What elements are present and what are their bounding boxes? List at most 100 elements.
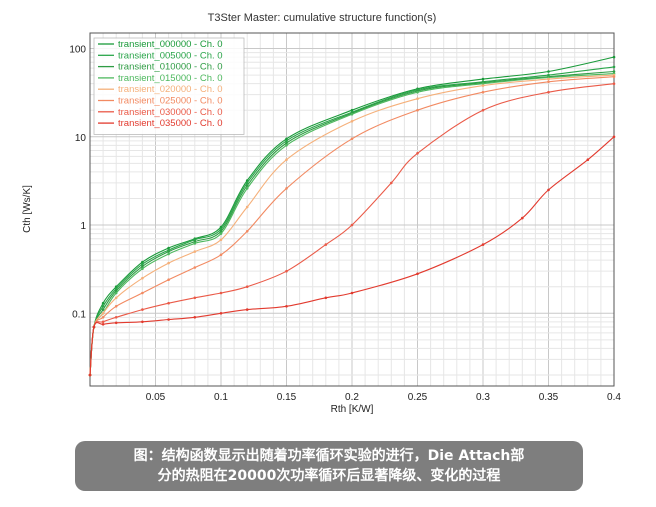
legend-entry: transient_035000 - Ch. 0 <box>118 118 223 129</box>
series-6-point <box>101 316 105 319</box>
legend-entry: transient_005000 - Ch. 0 <box>118 50 223 61</box>
series-line-2 <box>89 66 615 376</box>
series-5-point <box>481 84 485 87</box>
series-4-point <box>219 232 223 235</box>
series-5-point <box>114 296 118 300</box>
series-3-point <box>167 250 170 253</box>
series-7-point <box>285 269 288 273</box>
legend-entry: transient_025000 - Ch. 0 <box>118 96 223 107</box>
series-5-point <box>245 205 249 209</box>
series-5-point <box>167 261 170 265</box>
series-line-4 <box>89 73 615 376</box>
x-tick-label: 0.3 <box>476 392 490 403</box>
series-7-point <box>245 285 249 289</box>
series-5-point <box>285 158 288 161</box>
series-6-point <box>481 90 485 94</box>
x-tick-label: 0.05 <box>146 392 166 403</box>
series-6-point <box>285 187 288 190</box>
plot-area-frame <box>89 32 615 387</box>
series-1-point <box>612 55 616 59</box>
series-6-point <box>167 278 170 282</box>
series-1-point <box>547 70 550 73</box>
series-8-point <box>88 373 92 377</box>
series-8-point <box>416 272 419 276</box>
series-line-5 <box>89 74 615 376</box>
series-8-point <box>245 308 249 311</box>
series-8-point <box>141 320 144 324</box>
x-axis-label: Rth [K/W] <box>331 404 374 415</box>
series-7-point <box>324 243 328 246</box>
series-4-point <box>167 252 170 256</box>
series-3-point <box>193 240 197 243</box>
series-6-point <box>416 108 419 112</box>
series-8-point <box>521 216 524 220</box>
y-tick-label: 1 <box>80 221 86 232</box>
series-4-point <box>114 291 118 295</box>
series-8-point <box>586 158 590 161</box>
series-3-point <box>101 308 105 311</box>
series-8-point <box>167 318 170 321</box>
series-3-point <box>141 265 144 268</box>
series-8-point <box>547 188 550 192</box>
y-axis-label: Cth [Ws/K] <box>22 185 33 233</box>
series-1-point <box>167 246 170 250</box>
legend-entry: transient_010000 - Ch. 0 <box>118 62 223 73</box>
series-5-point <box>219 238 223 242</box>
series-2-point <box>141 262 144 266</box>
series-2-point <box>285 139 288 143</box>
series-7-point <box>114 316 118 319</box>
series-line-7 <box>89 83 615 376</box>
x-tick-label: 0.25 <box>408 392 428 403</box>
series-6-point <box>141 291 144 295</box>
series-4-point <box>481 82 485 85</box>
series-6-point <box>193 266 197 269</box>
series-7-point <box>481 108 485 112</box>
series-4-point <box>245 187 249 190</box>
series-8-point <box>350 291 354 295</box>
series-6-point <box>350 137 354 141</box>
series-7-point <box>141 308 144 311</box>
series-2-point <box>193 238 197 242</box>
series-8-point <box>285 305 288 308</box>
series-3-point <box>612 70 616 73</box>
series-4-point <box>350 113 354 116</box>
series-7-point <box>193 296 197 300</box>
caption-line-2: 分的热阻在20000次功率循环后显著降级、变化的过程 <box>157 468 501 484</box>
series-5-point <box>101 312 105 315</box>
series-7-point <box>219 291 223 295</box>
series-2-point <box>612 65 616 69</box>
chart-plot: T3Ster Master: cumulative structure func… <box>22 12 621 415</box>
series-1-point <box>285 137 288 141</box>
series-3-point <box>219 230 223 233</box>
series-7-point <box>390 181 393 185</box>
x-tick-label: 0.35 <box>539 392 559 403</box>
series-6-point <box>612 75 616 78</box>
series-5-point <box>193 250 197 253</box>
chart-figure: T3Ster Master: cumulative structure func… <box>22 12 621 415</box>
series-4-point <box>193 242 197 245</box>
series-8-point <box>92 325 96 329</box>
series-line-6 <box>89 76 615 376</box>
series-7-point <box>167 301 170 305</box>
series-5-point <box>547 77 550 81</box>
series-8-point <box>193 316 197 319</box>
series-2-point <box>101 305 105 308</box>
series-1-point <box>350 108 354 112</box>
series-4-point <box>285 144 288 147</box>
series-3-point <box>245 184 249 187</box>
caption-line-1: 图：结构函数显示出随着功率循环实验的进行，Die Attach部 <box>133 448 525 464</box>
y-tick-label: 100 <box>69 45 86 56</box>
series-5-point <box>141 276 144 280</box>
series-1-point <box>481 77 485 81</box>
series-5-point <box>350 120 354 123</box>
series-6-point <box>245 230 249 233</box>
series-8-point <box>481 243 485 246</box>
series-7-point <box>350 223 354 227</box>
series-line-1 <box>89 56 615 376</box>
y-tick-label: 10 <box>75 133 87 144</box>
chart-title: T3Ster Master: cumulative structure func… <box>208 12 437 24</box>
caption-box: 图：结构函数显示出随着功率循环实验的进行，Die Attach部 分的热阻在20… <box>75 441 583 491</box>
series-4-point <box>416 90 419 94</box>
series-4-point <box>141 267 144 271</box>
y-tick-label: 0.1 <box>72 309 86 320</box>
